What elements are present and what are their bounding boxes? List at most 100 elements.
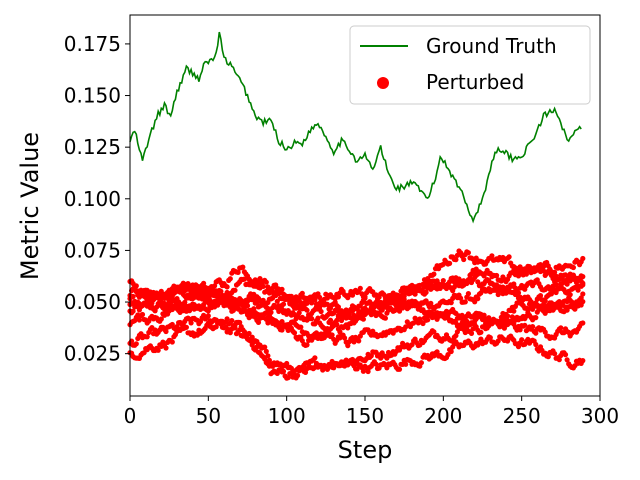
perturbed-point <box>144 334 150 340</box>
perturbed-point <box>564 357 570 363</box>
perturbed-point <box>465 291 471 297</box>
perturbed-point <box>265 353 271 359</box>
perturbed-point <box>533 330 539 336</box>
plot-area <box>127 31 586 381</box>
perturbed-point <box>169 339 175 345</box>
x-tick-label: 0 <box>124 404 137 428</box>
perturbed-point <box>298 324 304 330</box>
perturbed-point <box>240 264 246 270</box>
legend-box <box>349 25 591 105</box>
perturbed-point <box>295 372 301 379</box>
perturbed-point <box>370 306 376 312</box>
perturbed-point <box>495 338 501 344</box>
perturbed-point <box>326 331 332 337</box>
x-tick-label: 300 <box>581 404 619 428</box>
perturbed-point <box>418 360 424 366</box>
perturbed-point <box>248 338 254 344</box>
perturbed-point <box>431 271 437 277</box>
perturbed-point <box>494 272 500 279</box>
perturbed-point <box>487 335 493 341</box>
perturbed-point <box>235 269 241 275</box>
perturbed-point <box>489 253 495 259</box>
perturbed-point <box>309 316 315 322</box>
perturbed-point <box>462 299 468 305</box>
perturbed-point <box>232 297 238 303</box>
perturbed-point <box>580 358 586 364</box>
ground-truth-line <box>129 31 582 224</box>
perturbed-point <box>365 368 371 375</box>
perturbed-point <box>188 320 194 326</box>
legend-perturbed-label: Perturbed <box>426 70 524 94</box>
perturbed-point <box>183 324 189 330</box>
perturbed-point <box>478 329 484 335</box>
perturbed-point <box>580 299 586 305</box>
perturbed-point <box>545 354 551 360</box>
perturbed-point <box>448 348 454 355</box>
legend-ground-truth-label: Ground Truth <box>426 34 557 58</box>
perturbed-point <box>215 302 221 308</box>
perturbed-point <box>205 308 211 314</box>
perturbed-point <box>523 267 530 274</box>
perturbed-point <box>558 325 564 331</box>
perturbed-point <box>533 341 539 348</box>
perturbed-point <box>280 301 287 307</box>
perturbed-point <box>379 307 385 313</box>
perturbed-point <box>562 352 569 358</box>
y-axis-title: Metric Value <box>16 132 44 280</box>
perturbed-point <box>356 338 362 344</box>
perturbed-point <box>425 313 431 319</box>
perturbed-point <box>279 286 285 292</box>
perturbed-point <box>373 361 379 367</box>
perturbed-point <box>337 329 343 335</box>
perturbed-point <box>505 284 511 290</box>
perturbed-point <box>284 360 290 367</box>
perturbed-point <box>556 357 562 363</box>
perturbed-point <box>263 279 269 285</box>
perturbed-point <box>317 294 323 300</box>
perturbed-point <box>349 308 356 314</box>
perturbed-point <box>224 284 230 290</box>
perturbed-point <box>552 351 558 357</box>
perturbed-point <box>580 291 586 297</box>
y-tick-label: 0.025 <box>64 342 121 366</box>
x-tick-label: 100 <box>268 404 306 428</box>
legend-perturbed-marker-icon <box>377 77 389 89</box>
perturbed-point <box>575 287 581 293</box>
perturbed-point <box>354 366 360 372</box>
x-axis: 0 50 100 150 200 250 300 <box>124 396 619 428</box>
perturbed-point <box>304 342 310 348</box>
perturbed-point <box>473 272 479 278</box>
perturbed-point <box>254 299 260 305</box>
perturbed-point <box>552 269 558 275</box>
y-axis: 0.025 0.050 0.075 0.100 0.125 0.150 0.175 <box>64 32 130 366</box>
perturbed-point <box>320 300 326 306</box>
perturbed-point <box>279 319 285 325</box>
perturbed-point <box>155 347 161 353</box>
perturbed-point <box>420 320 426 327</box>
perturbed-trajectory <box>127 278 586 331</box>
perturbed-point <box>506 254 512 260</box>
perturbed-point <box>324 366 330 372</box>
perturbed-point <box>417 282 423 288</box>
perturbed-point <box>318 308 324 315</box>
perturbed-point <box>345 343 351 349</box>
perturbed-point <box>304 307 310 313</box>
perturbed-point <box>465 250 471 256</box>
perturbed-point <box>299 290 305 296</box>
perturbed-point <box>302 300 309 307</box>
perturbed-point <box>537 293 544 299</box>
perturbed-point <box>517 327 523 333</box>
perturbed-point <box>522 322 528 328</box>
perturbed-point <box>425 317 431 323</box>
perturbed-point <box>293 299 299 305</box>
perturbed-point <box>511 281 517 287</box>
perturbed-point <box>212 283 218 289</box>
perturbed-point <box>201 280 207 286</box>
legend: Ground Truth Perturbed <box>349 25 591 105</box>
perturbed-point <box>324 301 330 307</box>
perturbed-point <box>296 310 302 316</box>
perturbed-point <box>136 317 142 323</box>
perturbed-point <box>445 352 451 358</box>
perturbed-point <box>334 322 340 328</box>
